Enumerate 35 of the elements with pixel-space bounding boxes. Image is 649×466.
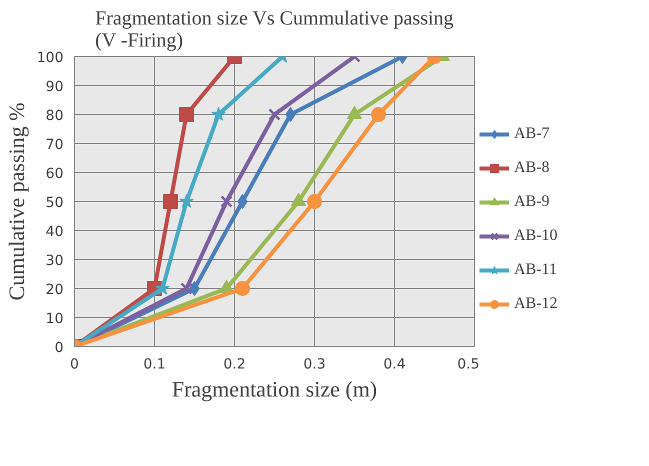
- point: [237, 194, 248, 209]
- point: [179, 194, 194, 208]
- x-axis-title: Fragmentation size (m): [172, 376, 378, 402]
- legend-label: AB-11: [514, 261, 557, 279]
- y-tick-label: 40: [46, 224, 64, 240]
- y-tick-label: 70: [46, 137, 64, 153]
- x-tick-label: 0.4: [383, 356, 406, 372]
- y-tick-label: 50: [46, 195, 64, 211]
- chart-title: Fragmentation size Vs Cummulative passing (V -Firing): [95, 8, 454, 52]
- x-tick-label: 0: [70, 356, 79, 372]
- legend-label: AB-10: [514, 227, 558, 245]
- legend-label: AB-12: [514, 295, 558, 313]
- point: [180, 282, 193, 295]
- legend-label: AB-9: [514, 193, 550, 211]
- x-tick-label: 0.1: [143, 356, 166, 372]
- point: [220, 195, 233, 208]
- point: [155, 281, 170, 295]
- y-tick-label: 10: [46, 311, 64, 327]
- y-axis-title: Cumulative passing %: [4, 102, 29, 300]
- y-tick-label: 30: [46, 253, 64, 269]
- point: [307, 194, 322, 209]
- y-tick-label: 0: [54, 340, 64, 356]
- legend-label: AB-7: [514, 125, 550, 143]
- y-tick-label: 60: [46, 166, 64, 182]
- y-tick-label: 100: [36, 50, 64, 66]
- y-tick-label: 20: [46, 282, 64, 298]
- point: [163, 194, 178, 209]
- y-tick-label: 80: [46, 108, 64, 124]
- y-tick-label: 90: [46, 79, 64, 95]
- point: [235, 281, 250, 296]
- x-tick-label: 0.2: [223, 356, 246, 372]
- x-tick-label: 0.5: [457, 356, 480, 372]
- legend-label: AB-8: [514, 159, 550, 177]
- x-tick-label: 0.3: [303, 356, 326, 372]
- point: [189, 281, 200, 296]
